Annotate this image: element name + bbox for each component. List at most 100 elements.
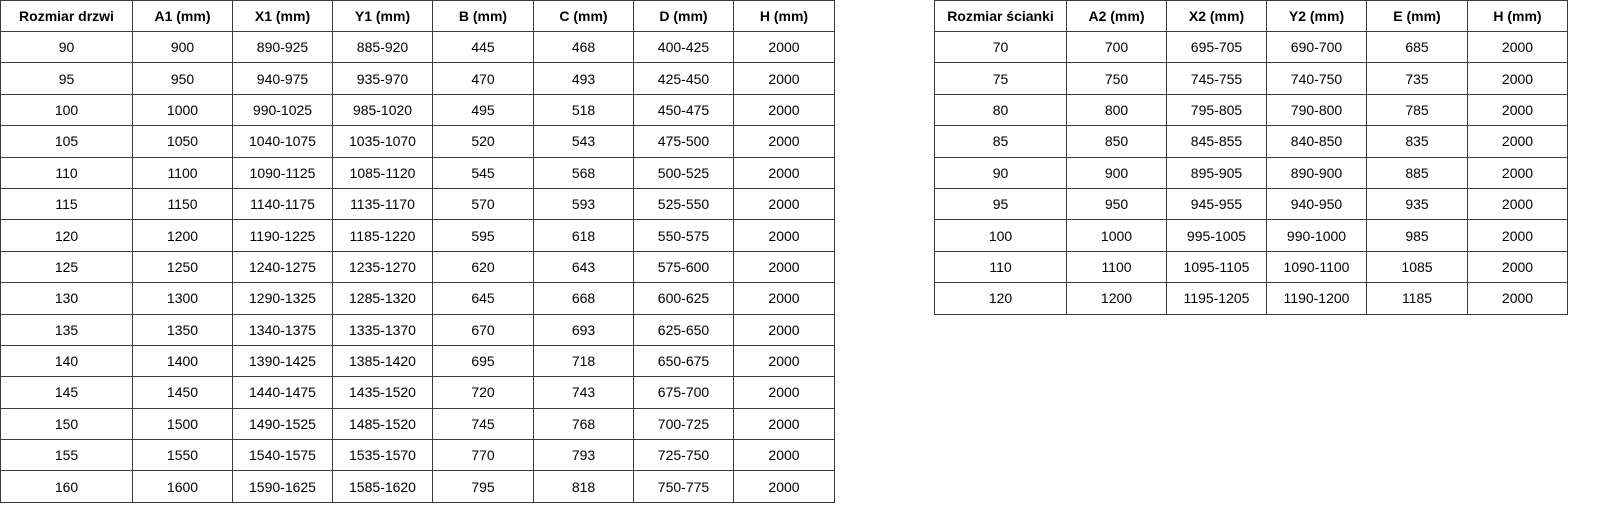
table-cell: 1590-1625 bbox=[232, 470, 333, 503]
table-cell: 1190-1225 bbox=[232, 219, 333, 252]
table-cell: 140 bbox=[0, 344, 133, 378]
table-cell: 818 bbox=[533, 470, 634, 503]
table-cell: 1090-1100 bbox=[1266, 250, 1367, 284]
table-cell: 1535-1570 bbox=[332, 439, 433, 472]
table-cell: 1185 bbox=[1366, 282, 1468, 315]
table-cell: 1550 bbox=[132, 439, 233, 472]
column-header: A1 (mm) bbox=[132, 0, 233, 32]
table-row: 90 900 890-925 885-920 445 468 400-425 2000 bbox=[0, 30, 835, 64]
table-row: 125 1250 1240-1275 1235-1270 620 643 575-600 20… bbox=[0, 250, 835, 284]
table-cell: 1450 bbox=[132, 376, 233, 409]
table-cell: 80 bbox=[934, 93, 1067, 127]
table-cell: 1135-1170 bbox=[332, 187, 433, 221]
table-cell: 900 bbox=[1066, 156, 1167, 189]
table-cell: 835 bbox=[1366, 125, 1468, 158]
table-row: 140 1400 1390-1425 1385-1420 695 718 650-675 20… bbox=[0, 344, 835, 378]
table-row: 135 1350 1340-1375 1335-1370 670 693 625-650 20… bbox=[0, 313, 835, 346]
table-cell: 493 bbox=[533, 62, 634, 95]
table-cell: 1000 bbox=[132, 93, 233, 127]
table-cell: 793 bbox=[533, 439, 634, 472]
table-cell: 2000 bbox=[733, 439, 835, 472]
table-cell: 645 bbox=[432, 282, 534, 315]
table-cell: 1100 bbox=[132, 156, 233, 189]
table-cell: 900 bbox=[132, 30, 233, 64]
table-cell: 550-575 bbox=[633, 219, 734, 252]
column-header: Y2 (mm) bbox=[1266, 0, 1367, 32]
column-header: X2 (mm) bbox=[1166, 0, 1267, 32]
table-cell: 850 bbox=[1066, 125, 1167, 158]
table-row: 115 1150 1140-1175 1135-1170 570 593 525-550 20… bbox=[0, 187, 835, 221]
table-cell: 945-955 bbox=[1166, 187, 1267, 221]
table-cell: 1085-1120 bbox=[332, 156, 433, 189]
table-row: 120 1200 1190-1225 1185-1220 595 618 550-575 20… bbox=[0, 219, 835, 252]
table-cell: 470 bbox=[432, 62, 534, 95]
table-cell: 675-700 bbox=[633, 376, 734, 409]
table-cell: 1335-1370 bbox=[332, 313, 433, 346]
table-cell: 518 bbox=[533, 93, 634, 127]
column-header: H (mm) bbox=[733, 0, 835, 32]
table-cell: 110 bbox=[934, 250, 1067, 284]
table-cell: 1095-1105 bbox=[1166, 250, 1267, 284]
table-cell: 2000 bbox=[733, 187, 835, 221]
table-cell: 2000 bbox=[733, 313, 835, 346]
table-cell: 743 bbox=[533, 376, 634, 409]
table-cell: 75 bbox=[934, 62, 1067, 95]
table-cell: 890-925 bbox=[232, 30, 333, 64]
column-header: Rozmiar drzwi bbox=[0, 0, 133, 32]
table-cell: 695 bbox=[432, 344, 534, 378]
table-cell: 575-600 bbox=[633, 250, 734, 284]
table-cell: 70 bbox=[934, 30, 1067, 64]
table-cell: 840-850 bbox=[1266, 125, 1367, 158]
table-cell: 570 bbox=[432, 187, 534, 221]
table-cell: 2000 bbox=[733, 156, 835, 189]
table-cell: 990-1025 bbox=[232, 93, 333, 127]
table-cell: 2000 bbox=[733, 344, 835, 378]
table-cell: 2000 bbox=[733, 125, 835, 158]
table-cell: 950 bbox=[1066, 187, 1167, 221]
table-cell: 2000 bbox=[733, 470, 835, 503]
table-cell: 745-755 bbox=[1166, 62, 1267, 95]
table-cell: 445 bbox=[432, 30, 534, 64]
table-cell: 120 bbox=[934, 282, 1067, 315]
column-header: C (mm) bbox=[533, 0, 634, 32]
table-cell: 770 bbox=[432, 439, 534, 472]
column-header: X1 (mm) bbox=[232, 0, 333, 32]
table-cell: 845-855 bbox=[1166, 125, 1267, 158]
table-cell: 785 bbox=[1366, 93, 1468, 127]
table-cell: 500-525 bbox=[633, 156, 734, 189]
table-cell: 100 bbox=[934, 219, 1067, 252]
table-cell: 1000 bbox=[1066, 219, 1167, 252]
table-cell: 745 bbox=[432, 407, 534, 441]
table-cell: 1300 bbox=[132, 282, 233, 315]
table-cell: 2000 bbox=[1467, 282, 1568, 315]
table-cell: 2000 bbox=[733, 30, 835, 64]
table-cell: 1150 bbox=[132, 187, 233, 221]
table-cell: 735 bbox=[1366, 62, 1468, 95]
table-row: 120 1200 1195-1205 1190-1200 1185 2000 bbox=[934, 282, 1568, 315]
table-cell: 468 bbox=[533, 30, 634, 64]
table-cell: 2000 bbox=[733, 407, 835, 441]
table-cell: 1235-1270 bbox=[332, 250, 433, 284]
table-cell: 985 bbox=[1366, 219, 1468, 252]
table-cell: 160 bbox=[0, 470, 133, 503]
column-header: D (mm) bbox=[633, 0, 734, 32]
table-cell: 668 bbox=[533, 282, 634, 315]
table-cell: 150 bbox=[0, 407, 133, 441]
table-row: 100 1000 995-1005 990-1000 985 2000 bbox=[934, 219, 1568, 252]
table-cell: 740-750 bbox=[1266, 62, 1367, 95]
table-cell: 593 bbox=[533, 187, 634, 221]
table-cell: 2000 bbox=[1467, 30, 1568, 64]
table-cell: 1440-1475 bbox=[232, 376, 333, 409]
table-cell: 1195-1205 bbox=[1166, 282, 1267, 315]
table-cell: 1350 bbox=[132, 313, 233, 346]
table-cell: 85 bbox=[934, 125, 1067, 158]
table-row: 85 850 845-855 840-850 835 2000 bbox=[934, 125, 1568, 158]
table-cell: 643 bbox=[533, 250, 634, 284]
table-cell: 935 bbox=[1366, 187, 1468, 221]
table-cell: 95 bbox=[0, 62, 133, 95]
table-cell: 1390-1425 bbox=[232, 344, 333, 378]
table-cell: 155 bbox=[0, 439, 133, 472]
table-row: 80 800 795-805 790-800 785 2000 bbox=[934, 93, 1568, 127]
table-cell: 885-920 bbox=[332, 30, 433, 64]
table-cell: 100 bbox=[0, 93, 133, 127]
